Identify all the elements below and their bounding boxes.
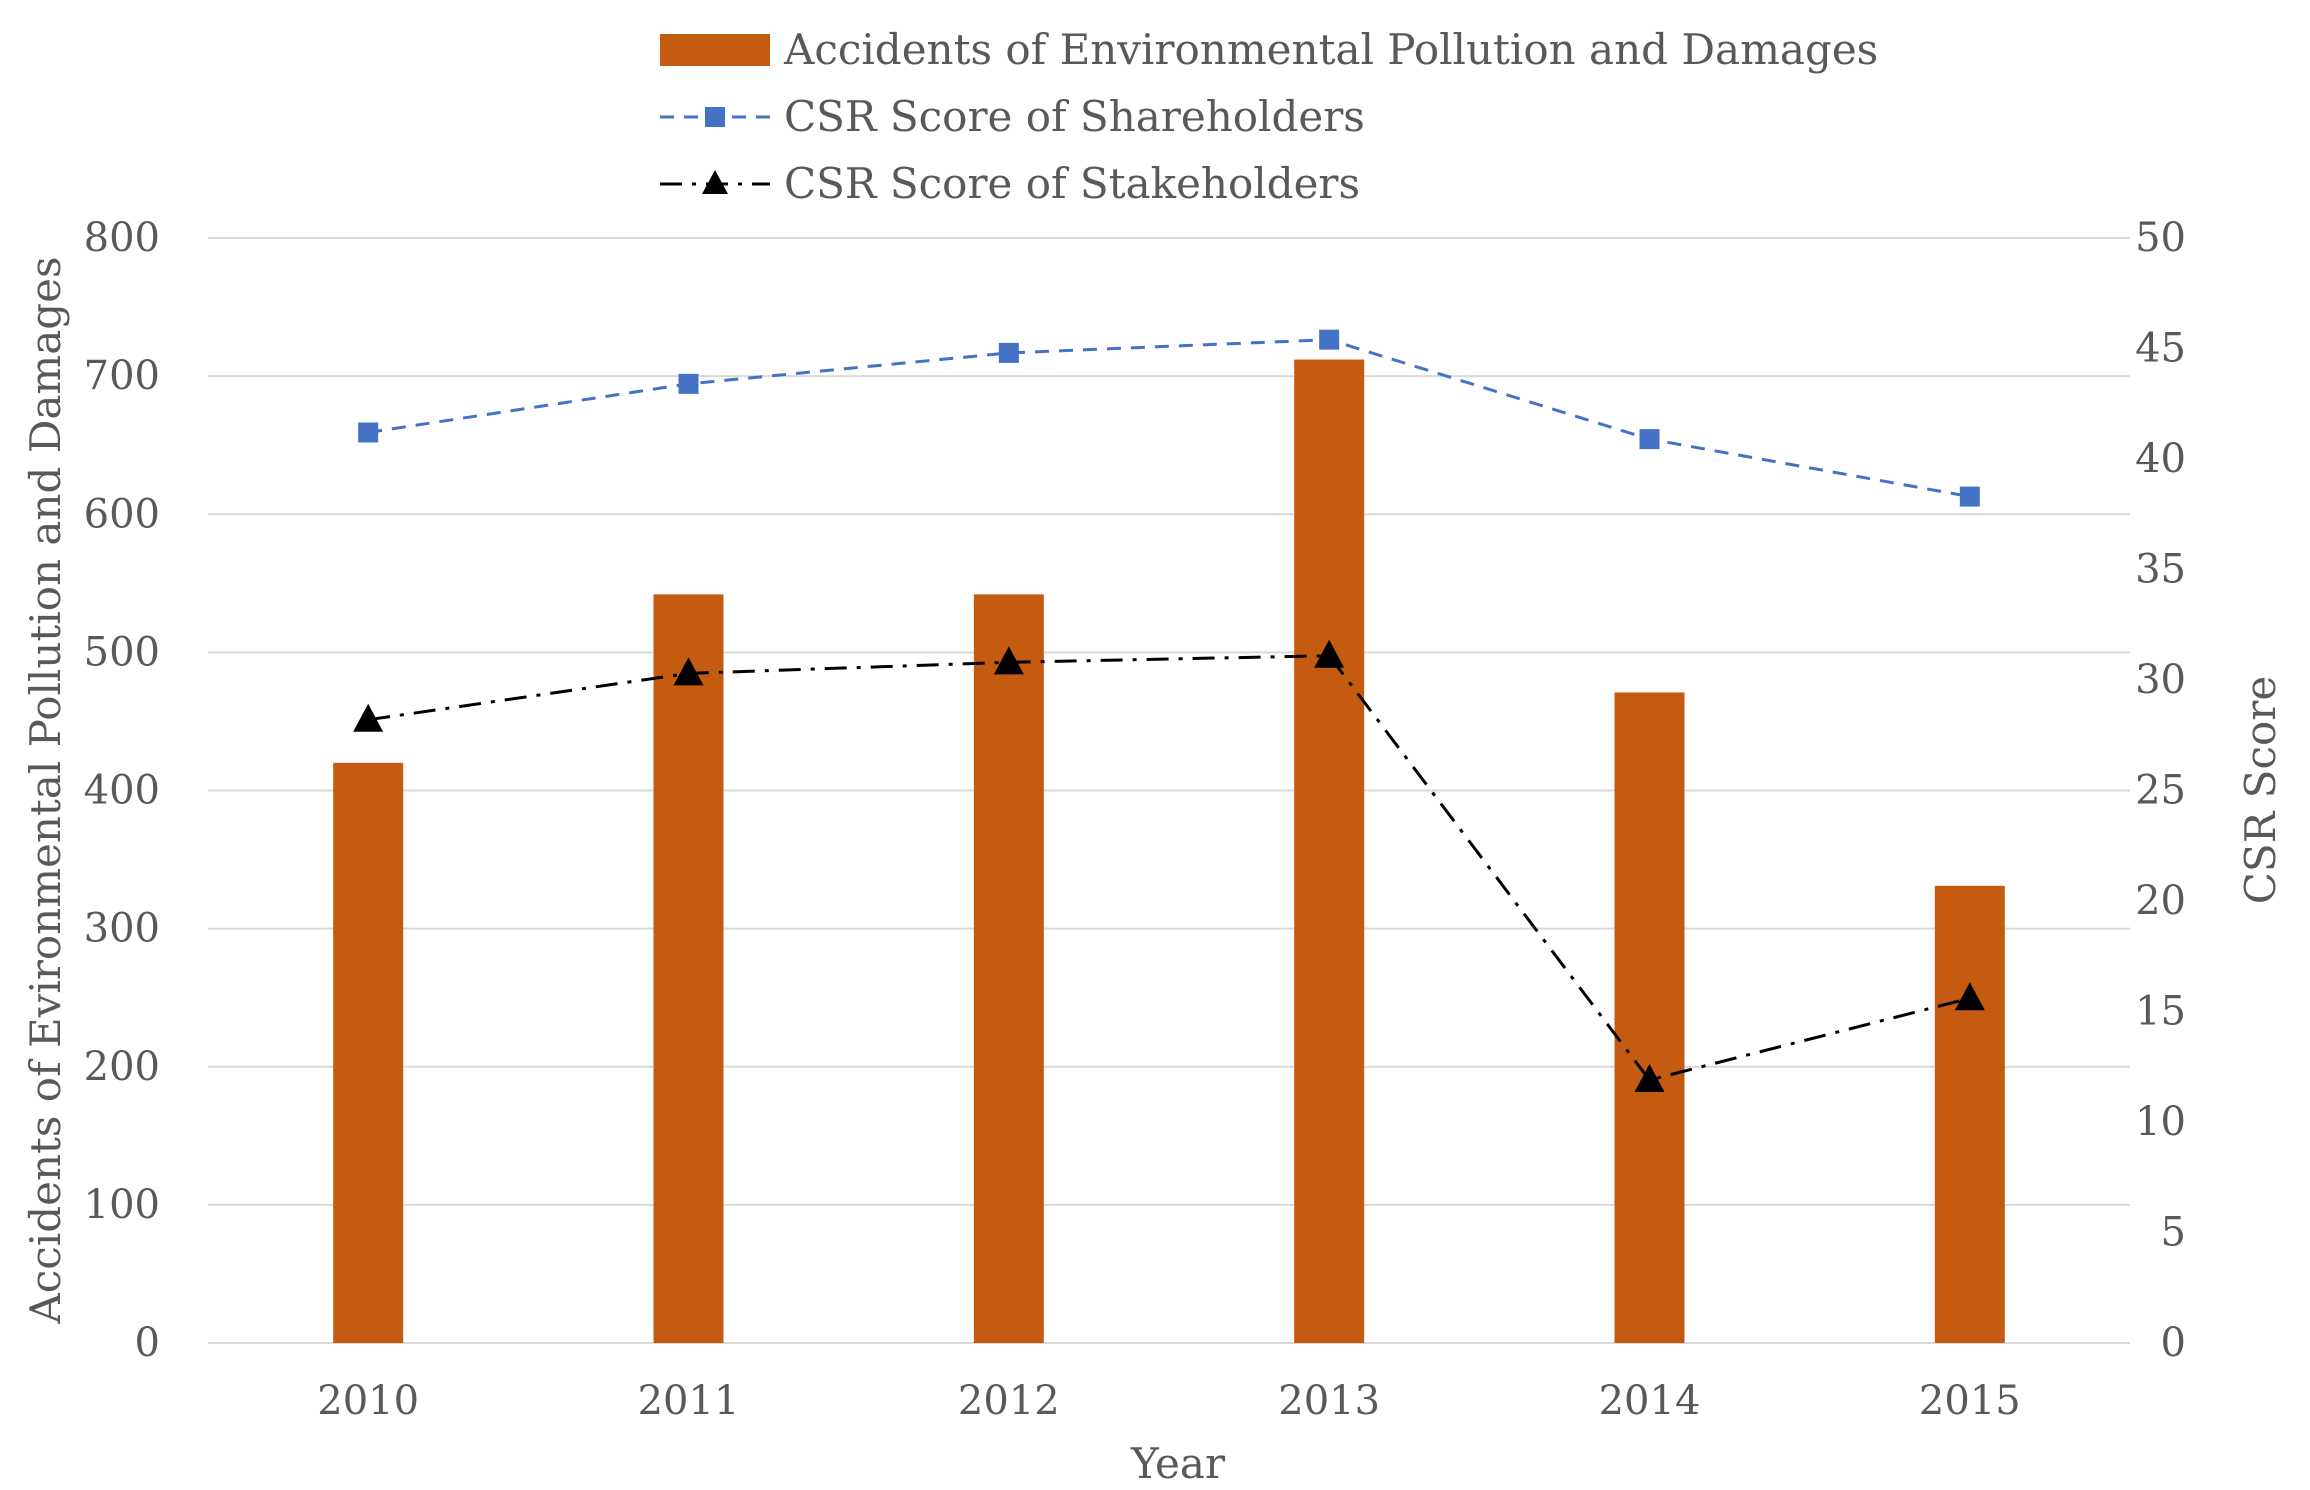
x-tick-label: 2011 [638,1378,740,1424]
series-line [367,654,1971,1082]
data-point [673,657,704,686]
x-tick-label: 2012 [958,1378,1060,1424]
legend-item-accidents: Accidents of Environmental Pollution and… [660,25,1878,74]
data-point [1639,429,1660,450]
y-left-tick-label: 500 [84,629,160,675]
line-series [367,338,1971,1082]
data-point [353,703,384,732]
y-right-tick-label: 15 [2135,989,2186,1035]
x-axis: 2010 2011 2012 2013 2014 2015 [317,1378,2020,1424]
legend-marker-shareholders [705,107,725,127]
data-point [993,646,1024,675]
y-right-tick-label: 5 [2161,1210,2186,1256]
bar [333,762,404,1343]
y-right-tick-label: 10 [2135,1099,2186,1145]
y-left-tick-label: 800 [84,215,160,261]
data-point [1634,1064,1665,1093]
y-right-tick-label: 20 [2135,878,2186,924]
legend-swatch-accidents [660,34,770,66]
y-axis-left: 0 100 200 300 400 500 600 700 800 [84,215,160,1366]
y-right-tick-label: 30 [2135,657,2186,703]
data-point [1314,639,1345,668]
legend: Accidents of Environmental Pollution and… [660,25,1878,208]
gridlines [208,237,2130,1344]
y-right-tick-label: 25 [2135,768,2186,814]
y-right-tick-label: 50 [2135,215,2186,261]
y-left-tick-label: 700 [84,353,160,399]
data-point [1319,329,1340,350]
data-point [998,342,1019,363]
y-right-tick-label: 0 [2161,1320,2186,1366]
x-tick-label: 2014 [1599,1378,1701,1424]
y-right-tick-label: 40 [2135,436,2186,482]
y-left-tick-label: 300 [84,906,160,952]
bar [973,594,1044,1343]
bar [1934,885,2005,1343]
y-axis-left-title: Accidents of Evironmental Pollution and … [21,256,70,1324]
bar [653,594,724,1343]
bar [1294,359,1365,1343]
y-axis-right: 0 5 10 15 20 25 30 35 40 45 50 [2135,215,2186,1366]
x-tick-label: 2010 [317,1378,419,1424]
legend-item-shareholders: CSR Score of Shareholders [660,92,1365,141]
bar-series [333,359,2005,1343]
x-tick-label: 2013 [1278,1378,1380,1424]
x-axis-title: Year [1130,1439,1226,1488]
y-left-tick-label: 400 [84,768,160,814]
legend-label-shareholders: CSR Score of Shareholders [784,92,1365,141]
data-point [678,373,699,394]
data-point [1954,982,1985,1011]
x-tick-label: 2015 [1919,1378,2021,1424]
y-left-tick-label: 600 [84,491,160,537]
y-axis-right-title: CSR Score [2236,676,2285,904]
data-point [1959,486,1980,507]
bar [1614,692,1685,1343]
legend-label-accidents: Accidents of Environmental Pollution and… [783,25,1878,74]
y-left-tick-label: 0 [135,1320,160,1366]
y-right-tick-label: 45 [2135,326,2186,372]
series-line [367,338,1971,499]
legend-item-stakeholders: CSR Score of Stakeholders [660,159,1360,208]
y-right-tick-label: 35 [2135,547,2186,593]
data-point [358,422,379,443]
legend-marker-stakeholders [702,170,728,194]
y-left-tick-label: 200 [84,1044,160,1090]
y-left-tick-label: 100 [84,1182,160,1228]
series-markers [353,329,1985,1093]
legend-label-stakeholders: CSR Score of Stakeholders [784,159,1360,208]
